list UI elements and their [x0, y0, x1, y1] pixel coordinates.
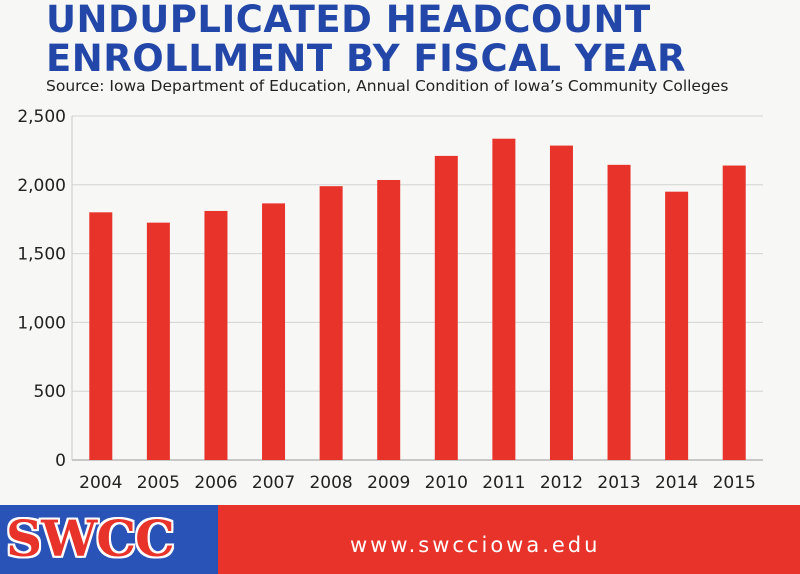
y-tick-label: 2,000: [17, 176, 66, 196]
source-caption: Source: Iowa Department of Education, An…: [46, 77, 729, 95]
x-tick-label: 2007: [252, 473, 295, 493]
bar-chart: 0 500 1,000 1,500 2,000 2,500 2004 2005 2006 2007…: [17, 107, 763, 493]
footer-banner: SWCC www.swcciowa.edu: [0, 505, 800, 574]
x-tick-label: 2010: [425, 473, 468, 493]
bar-2009: [377, 179, 401, 460]
title-line-2: ENROLLMENT BY FISCAL YEAR: [46, 37, 687, 80]
bar-2006: [204, 210, 228, 460]
bar-2013: [607, 164, 631, 460]
x-tick-label: 2015: [713, 473, 756, 493]
bar-2015: [722, 165, 746, 460]
bar-2005: [146, 222, 170, 460]
title-line-1: UNDUPLICATED HEADCOUNT: [46, 0, 651, 41]
y-tick-label: 1,000: [17, 313, 66, 333]
bar-2014: [665, 191, 689, 460]
y-tick-label: 500: [34, 382, 66, 402]
website-url[interactable]: www.swcciowa.edu: [350, 533, 601, 557]
x-tick-label: 2011: [482, 473, 525, 493]
y-tick-label: 2,500: [17, 107, 66, 127]
x-tick-label: 2006: [194, 473, 237, 493]
y-tick-label: 1,500: [17, 245, 66, 265]
chart-title: UNDUPLICATED HEADCOUNT ENROLLMENT BY FIS…: [46, 0, 686, 78]
bar-2010: [434, 155, 458, 461]
x-tick-label: 2012: [540, 473, 583, 493]
bar-2008: [319, 186, 343, 460]
x-tick-label: 2008: [309, 473, 352, 493]
logo-box: SWCC: [0, 505, 218, 574]
y-tick-label: 0: [55, 451, 66, 471]
swcc-logo: SWCC: [6, 509, 175, 568]
bar-2007: [262, 203, 286, 460]
bar-2011: [492, 138, 516, 461]
bar-2004: [89, 212, 113, 460]
bar-2012: [549, 145, 573, 461]
x-tick-label: 2005: [137, 473, 180, 493]
x-tick-label: 2004: [79, 473, 122, 493]
x-tick-label: 2013: [597, 473, 640, 493]
x-tick-label: 2009: [367, 473, 410, 493]
x-tick-label: 2014: [655, 473, 698, 493]
